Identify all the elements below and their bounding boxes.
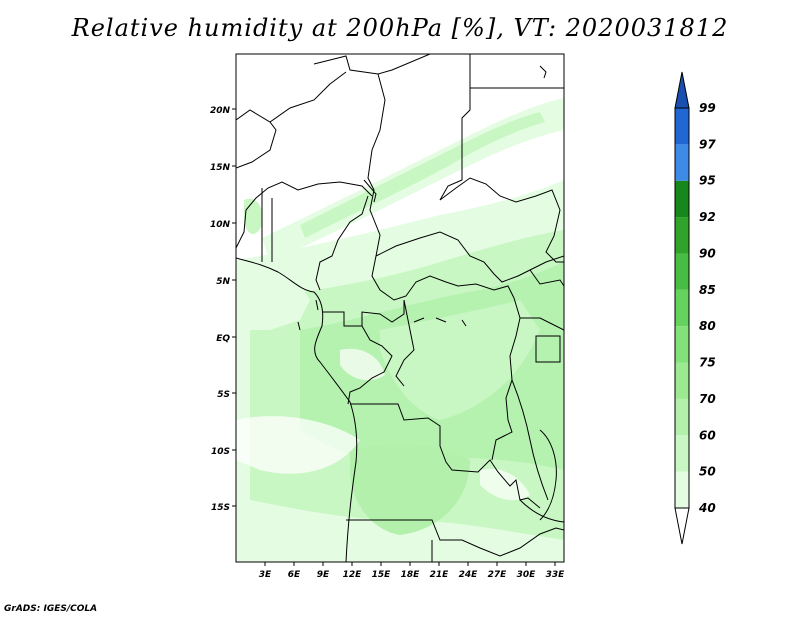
humidity-patch-congo — [380, 300, 540, 420]
lat-tick-label: 15N — [210, 163, 231, 173]
colorbar-label: 97 — [699, 137, 716, 151]
map-frame — [235, 53, 565, 563]
country-borders — [236, 54, 564, 562]
colorbar-segment — [675, 217, 689, 254]
colorbar-segment — [675, 471, 689, 508]
lon-tick-label: 18E — [401, 570, 421, 580]
border-north-algeria — [313, 54, 431, 75]
lat-tick-label: 5S — [217, 390, 230, 400]
lake-victoria — [535, 335, 561, 363]
border-zambia-mozambique — [519, 499, 564, 523]
lat-tick-label: EQ — [216, 334, 230, 344]
lon-tick-label: 24E — [459, 570, 479, 580]
border-uganda-north — [529, 269, 564, 287]
border-gabon-congo — [322, 300, 405, 327]
lon-tick-label: 30E — [517, 570, 537, 580]
coast-marker-northeast — [539, 65, 547, 79]
colorbar-label: 90 — [699, 246, 716, 260]
colorbar-segment — [675, 398, 689, 436]
border-benin-togo — [261, 188, 273, 262]
lake-markers-west — [297, 299, 319, 331]
border-niger-chad — [367, 73, 386, 257]
credit-text: GrADS: IGES/COLA — [4, 604, 98, 614]
lon-tick-label: 21E — [430, 570, 450, 580]
colorbar-segment — [675, 289, 689, 327]
lat-tick-label: 10N — [210, 220, 231, 230]
colorbar-label: 70 — [699, 392, 716, 406]
border-libya-egypt — [439, 54, 471, 201]
lon-tick-label: 6E — [288, 570, 301, 580]
border-uganda-kenya — [520, 317, 564, 331]
colorbar-outline — [674, 107, 690, 509]
lon-tick-label: 27E — [488, 570, 508, 580]
lon-tick-label: 9E — [317, 570, 330, 580]
lat-tick-label: 10S — [211, 447, 230, 457]
colorbar-segment — [675, 435, 689, 472]
moisture-streak-core — [300, 112, 545, 238]
colorbar-label: 92 — [699, 210, 716, 224]
border-car-drc — [371, 255, 515, 301]
border-nigeria-cameroon — [315, 195, 369, 291]
colorbar-segment — [675, 180, 689, 218]
border-nigeria-north — [236, 181, 373, 249]
lake-tanganyika — [511, 379, 549, 501]
border-congo-drc — [347, 325, 393, 405]
lat-tick-label: 20N — [210, 106, 231, 116]
border-drc-west — [395, 299, 415, 387]
colorbar-label: 95 — [699, 174, 716, 188]
colorbar-segment — [675, 326, 689, 363]
colorbar-extend-high — [674, 71, 690, 109]
border-drc-east — [491, 297, 521, 461]
chart-title: Relative humidity at 200hPa [%], VT: 202… — [71, 14, 729, 42]
lake-chad — [363, 179, 377, 203]
dry-patch-zambia — [480, 468, 530, 501]
border-sudan — [439, 177, 564, 263]
colorbar-segment — [675, 253, 689, 290]
latitude-axis — [232, 108, 236, 507]
colorbar-segment — [675, 108, 689, 145]
colorbar-label: 85 — [699, 283, 716, 297]
border-namibia-botswana — [346, 519, 564, 557]
longitude-tick-labels: 3E 6E 9E 12E 15E 18E 21E 24E 27E 30E 33E — [259, 570, 565, 580]
latitude-tick-labels: 20N 15N 10N 5N EQ 5S 10S 15S — [210, 106, 231, 513]
humidity-patch-angola — [350, 444, 470, 535]
lake-malawi — [539, 429, 557, 521]
colorbar-extend-low — [674, 507, 690, 545]
border-mali-algeria — [236, 71, 347, 123]
lon-tick-label: 15E — [372, 570, 392, 580]
lat-tick-label: 5N — [216, 277, 230, 287]
west-coastline — [236, 257, 358, 562]
colorbar-segment — [675, 362, 689, 399]
longitude-axis — [264, 562, 556, 566]
humidity-field — [236, 98, 564, 562]
lon-tick-label: 33E — [546, 570, 566, 580]
colorbar-segment — [675, 144, 689, 181]
lat-tick-label: 15S — [211, 503, 230, 513]
colorbar-label: 80 — [699, 319, 716, 333]
moisture-west-coast — [236, 262, 310, 330]
colorbar: 40 50 60 70 75 80 85 90 92 95 97 99 — [674, 71, 716, 545]
border-angola-zambia — [350, 403, 541, 509]
border-mali-burkina — [236, 121, 277, 169]
colorbar-label: 40 — [698, 501, 716, 515]
dry-patch-gabon — [340, 348, 385, 381]
colorbar-label: 99 — [699, 101, 716, 115]
colorbar-label: 75 — [699, 356, 716, 370]
dry-patch-atlantic — [236, 416, 360, 474]
lon-tick-label: 12E — [343, 570, 363, 580]
lake-markers-congo — [413, 317, 467, 327]
colorbar-label: 50 — [699, 465, 716, 479]
lon-tick-label: 3E — [259, 570, 272, 580]
colorbar-label: 60 — [699, 428, 716, 442]
